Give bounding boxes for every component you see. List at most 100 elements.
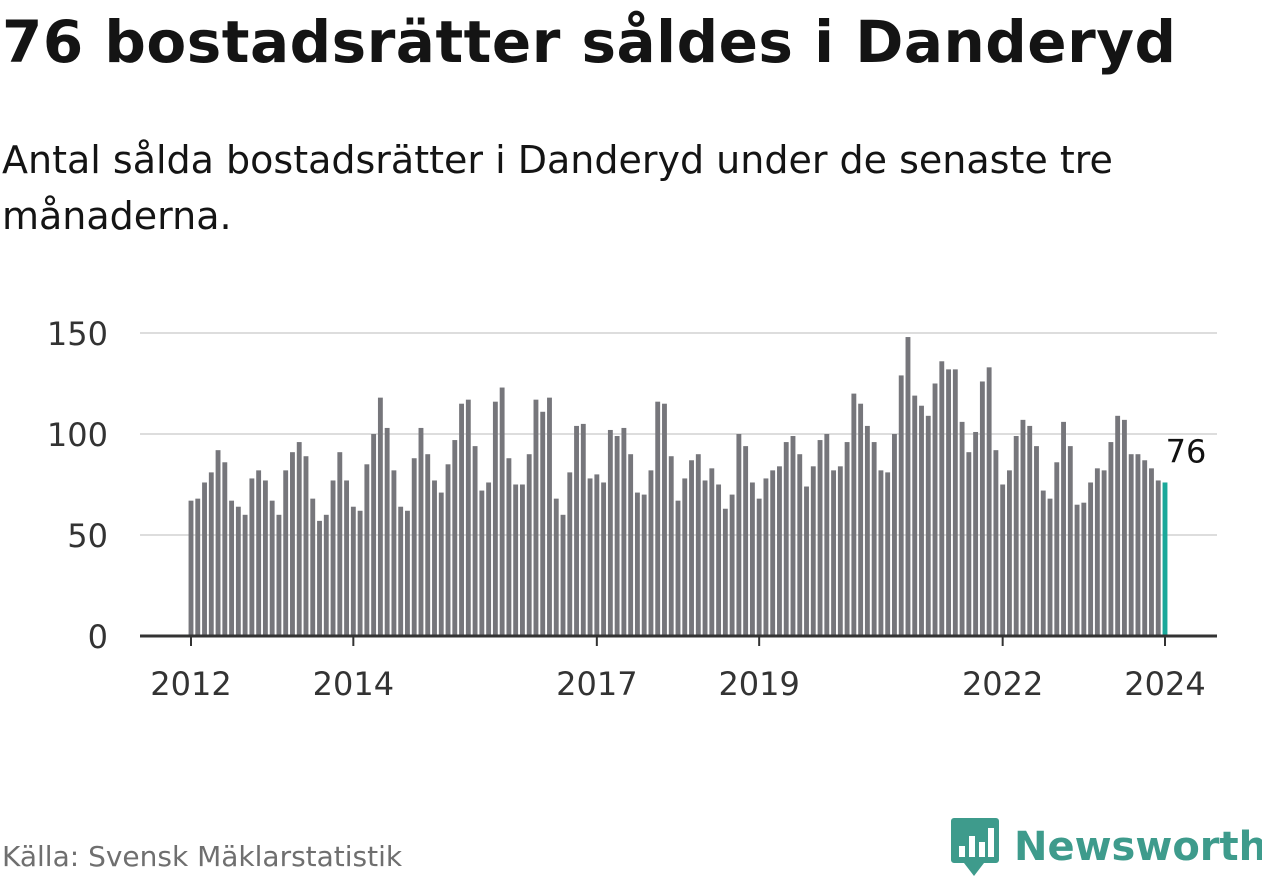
bar — [1013, 436, 1019, 636]
bar — [743, 446, 749, 636]
bar — [634, 492, 640, 636]
bar — [952, 369, 958, 636]
bar — [1006, 470, 1012, 636]
bar — [1074, 504, 1080, 636]
x-tick-label: 2022 — [962, 665, 1043, 703]
bar — [310, 498, 316, 636]
y-tick-label: 100 — [47, 416, 108, 454]
bar — [804, 486, 809, 636]
bar — [1020, 419, 1026, 636]
bar — [567, 472, 573, 636]
bar — [594, 474, 600, 636]
bar — [892, 434, 897, 636]
bar — [513, 484, 519, 636]
bar — [689, 460, 694, 636]
bar — [1081, 502, 1087, 636]
bar — [465, 399, 471, 636]
axes: 0 50 100 150 2012 2014 2017 2019 2022 2024 76 — [47, 315, 1217, 703]
newsworthy-logo-icon — [951, 818, 999, 876]
bar — [1142, 460, 1148, 636]
highlight-value-label: 76 — [1166, 432, 1207, 470]
bar — [1135, 454, 1141, 636]
bar — [695, 454, 701, 636]
bar — [722, 508, 728, 636]
bar — [736, 434, 742, 636]
bar — [641, 494, 647, 636]
bar — [871, 442, 877, 636]
bar — [323, 514, 329, 636]
bar — [337, 452, 343, 636]
bar — [371, 434, 377, 636]
bar — [492, 401, 498, 636]
bar — [215, 450, 221, 636]
bar — [1061, 421, 1066, 636]
bar — [986, 367, 992, 636]
y-tick-label: 50 — [67, 517, 108, 555]
bar — [885, 472, 891, 636]
bar — [1040, 490, 1046, 636]
bar — [675, 500, 681, 636]
bar — [290, 452, 295, 636]
x-tick-label: 2014 — [313, 665, 394, 703]
bar — [770, 470, 776, 636]
bar — [749, 482, 755, 636]
bar — [1115, 415, 1121, 636]
bar — [993, 450, 999, 636]
bar — [1034, 446, 1039, 636]
bar — [959, 421, 965, 636]
bar — [763, 478, 769, 636]
bar — [756, 498, 762, 636]
bar — [235, 506, 241, 636]
bar — [912, 395, 918, 636]
brand-logo: Newsworthy — [950, 816, 1262, 878]
bar — [1149, 468, 1154, 636]
x-tick-label: 2024 — [1124, 665, 1205, 703]
x-tick-label: 2017 — [556, 665, 637, 703]
bar — [614, 436, 620, 636]
bar — [668, 456, 674, 636]
bar — [486, 482, 492, 636]
bar — [601, 482, 607, 636]
bar — [452, 440, 458, 636]
bar — [810, 466, 816, 636]
bar — [939, 361, 945, 636]
bar — [479, 490, 485, 636]
bar — [553, 498, 559, 636]
bar — [188, 500, 194, 636]
x-tick-label: 2012 — [150, 665, 231, 703]
highlight-bar — [1162, 482, 1168, 636]
bar — [547, 397, 552, 636]
bar — [283, 470, 289, 636]
bar — [506, 458, 512, 636]
bar — [364, 464, 370, 636]
bar — [249, 478, 255, 636]
bar — [946, 369, 951, 636]
bar — [357, 510, 363, 636]
bar — [405, 510, 410, 636]
bar — [783, 442, 789, 636]
bar — [662, 403, 667, 636]
x-tick-label: 2019 — [718, 665, 799, 703]
bar — [432, 480, 437, 636]
bar — [621, 427, 627, 636]
bar — [377, 397, 383, 636]
bar — [844, 442, 850, 636]
bar — [344, 480, 350, 636]
bar — [229, 500, 235, 636]
bar — [411, 458, 417, 636]
bar — [438, 492, 444, 636]
bar — [384, 427, 390, 636]
bar — [276, 514, 282, 636]
bar — [905, 337, 911, 636]
bar — [303, 456, 309, 636]
bar — [202, 482, 207, 636]
bar — [560, 514, 566, 636]
bar — [1128, 454, 1134, 636]
bar — [499, 387, 505, 636]
bar — [851, 393, 857, 636]
bar — [1101, 470, 1107, 636]
bar — [580, 423, 586, 636]
bar — [1088, 482, 1094, 636]
bar — [330, 480, 336, 636]
